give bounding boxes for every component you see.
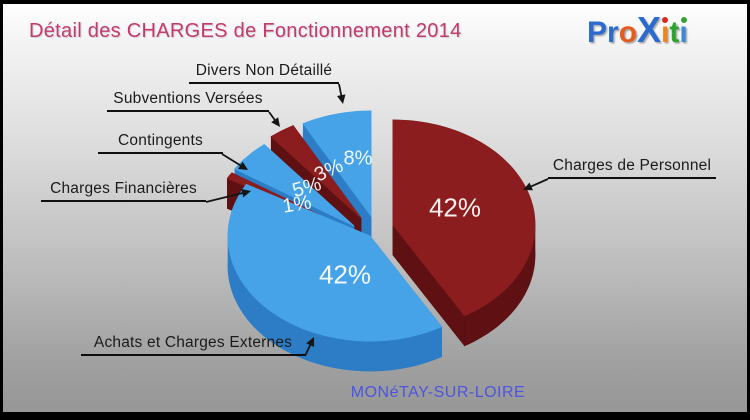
logo-letter: ı	[661, 16, 670, 49]
callout-label-personnel: Charges de Personnel	[548, 156, 716, 179]
pie-slice-contingents	[234, 144, 355, 227]
callout-line-personnel	[529, 178, 549, 189]
logo-letter: X	[637, 9, 662, 50]
pct-label-divers: 8%	[343, 147, 373, 170]
pie-chart-svg	[205, 83, 549, 372]
logo-letter: o	[618, 16, 638, 49]
callout-arrowhead-achats	[306, 337, 315, 347]
pct-label-achats: 42%	[318, 259, 372, 290]
callout-line-contingents	[221, 153, 243, 168]
pct-label-personnel: 42%	[428, 192, 482, 223]
callout-arrowhead-subventions	[271, 117, 280, 127]
logo-letter: ı	[679, 16, 688, 49]
callout-label-divers: Divers Non Détaillé	[189, 61, 339, 84]
pie-slice-personnel	[392, 119, 536, 317]
chart-title: Détail des CHARGES de Fonctionnement 201…	[29, 20, 462, 42]
municipality-name: MONéTAY-SUR-LOIRE	[350, 384, 526, 401]
logo-letter: P	[587, 16, 608, 49]
logo-letter-dot	[662, 17, 669, 23]
callout-label-contingents: Contingents	[98, 131, 223, 154]
callout-arrowhead-divers	[337, 94, 346, 104]
callout-label-financieres: Charges Financières	[41, 179, 206, 202]
callout-line-achats	[304, 342, 312, 357]
callout-arrowhead-contingents	[238, 161, 248, 170]
pie-slice-subventions	[270, 125, 362, 219]
pie-slice-achats	[227, 183, 443, 342]
callout-label-achats: Achats et Charges Externes	[81, 333, 305, 356]
pie-slice-divers	[302, 110, 372, 218]
callout-line-divers	[338, 83, 343, 98]
logo-letter: r	[607, 16, 619, 49]
callout-label-subventions: Subventions Versées	[107, 89, 269, 112]
callout-line-financieres	[205, 191, 245, 203]
proxiti-logo: ProXı tı	[587, 10, 688, 53]
logo-letter: t	[669, 16, 680, 49]
callout-arrowhead-financieres	[241, 188, 251, 198]
callout-arrowhead-personnel	[523, 182, 533, 191]
logo-letter-dot	[680, 17, 687, 23]
